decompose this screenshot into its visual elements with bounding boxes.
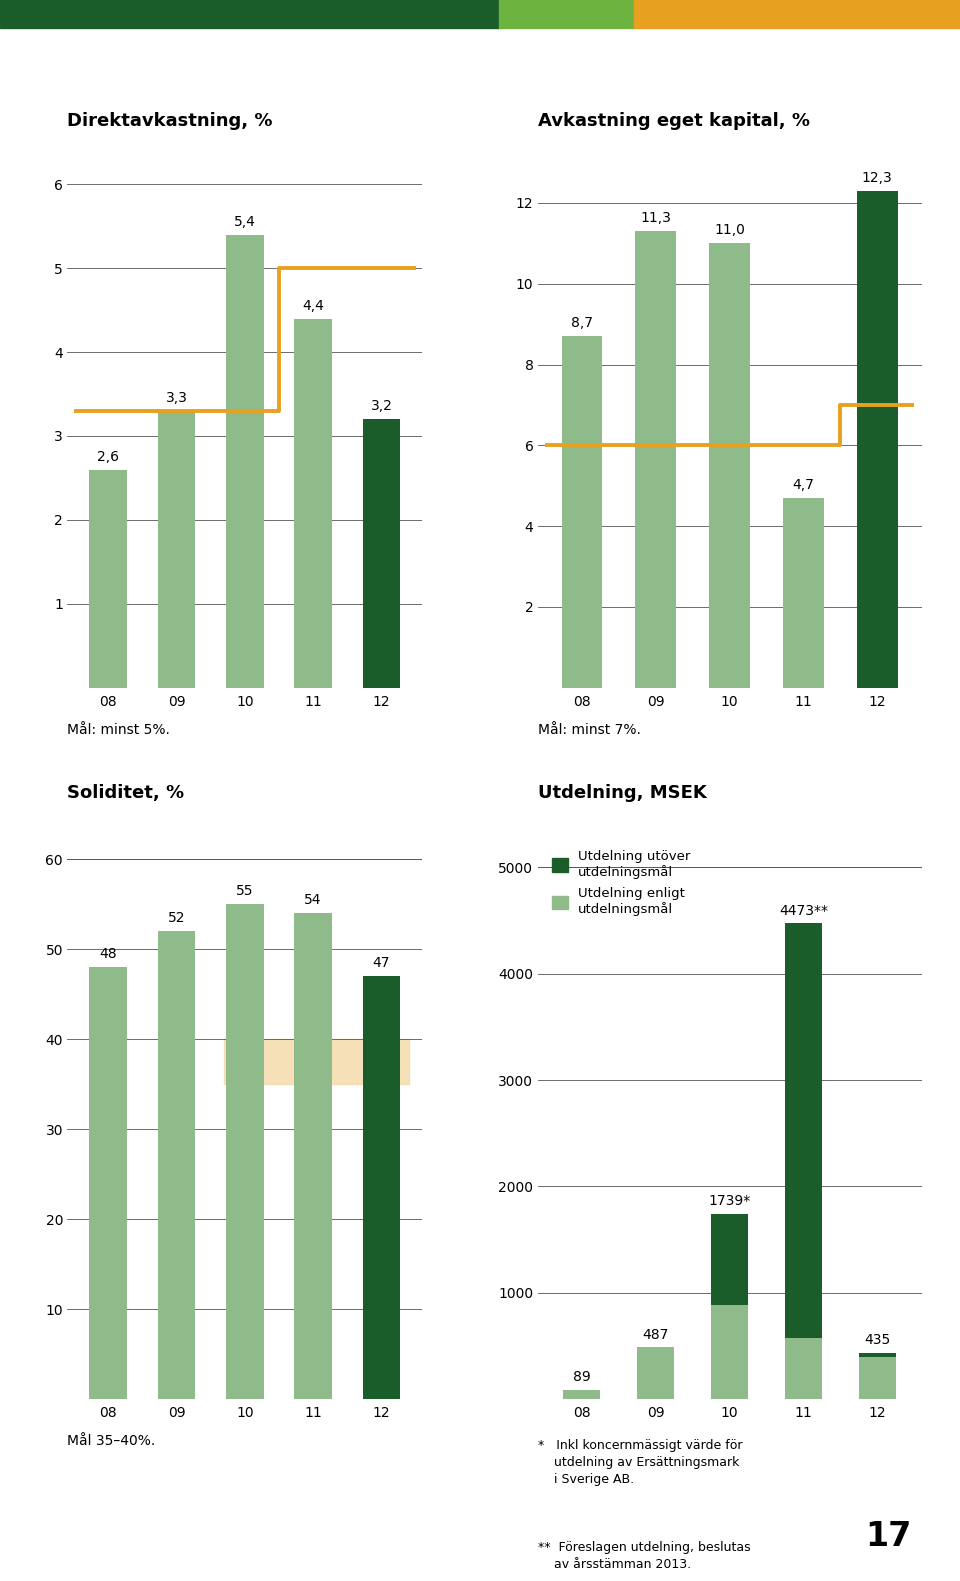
Text: Direktavkastning, %: Direktavkastning, % — [67, 112, 273, 130]
Legend: Utdelning utöver
utdelningsmål, Utdelning enligt
utdelningsmål: Utdelning utöver utdelningsmål, Utdelnin… — [552, 851, 690, 917]
Text: 5,4: 5,4 — [234, 215, 255, 229]
Bar — [562, 337, 602, 688]
Text: Mål 35–40%.: Mål 35–40%. — [67, 1434, 156, 1448]
Bar — [89, 968, 127, 1399]
Bar — [634, 0, 960, 28]
Text: 11,3: 11,3 — [640, 212, 671, 225]
Text: 8,7: 8,7 — [571, 316, 593, 330]
Text: 3,3: 3,3 — [165, 391, 187, 405]
Text: 48: 48 — [100, 947, 117, 961]
Text: 17: 17 — [865, 1519, 911, 1553]
Text: 55: 55 — [236, 884, 253, 898]
Text: 12,3: 12,3 — [862, 171, 893, 185]
Text: 47: 47 — [372, 957, 390, 969]
Bar — [363, 419, 400, 688]
Text: Mål: minst 7%.: Mål: minst 7%. — [538, 723, 640, 737]
Bar — [226, 904, 264, 1399]
Text: 89: 89 — [573, 1369, 590, 1383]
Text: 4,4: 4,4 — [302, 299, 324, 313]
Bar — [226, 234, 264, 688]
Text: 487: 487 — [642, 1328, 669, 1342]
Bar — [499, 0, 634, 28]
Bar — [636, 231, 676, 688]
Text: Mål: minst 5%.: Mål: minst 5%. — [67, 723, 170, 737]
Bar — [783, 498, 824, 688]
Bar — [89, 470, 127, 688]
Text: 4473**: 4473** — [779, 904, 828, 917]
Bar — [785, 1338, 822, 1399]
Text: Avkastning eget kapital, %: Avkastning eget kapital, % — [538, 112, 809, 130]
Bar — [859, 1353, 896, 1356]
Bar — [637, 1347, 674, 1399]
Text: 11,0: 11,0 — [714, 223, 745, 237]
Bar — [157, 931, 195, 1399]
Text: 4,7: 4,7 — [793, 477, 814, 492]
Bar — [857, 191, 898, 688]
Text: 1739*: 1739* — [708, 1194, 751, 1208]
Bar — [711, 1306, 748, 1399]
Text: *   Inkl koncernmässigt värde för
    utdelning av Ersättningsmark
    i Sverige: * Inkl koncernmässigt värde för utdelnin… — [538, 1439, 742, 1486]
Bar — [564, 1390, 600, 1399]
Text: 3,2: 3,2 — [371, 400, 393, 413]
Bar — [363, 975, 400, 1399]
Bar — [709, 243, 750, 688]
Text: Soliditet, %: Soliditet, % — [67, 784, 184, 802]
Text: 52: 52 — [168, 911, 185, 925]
Text: 2,6: 2,6 — [97, 449, 119, 463]
Bar — [295, 318, 332, 688]
Bar — [157, 411, 195, 688]
Bar — [0, 0, 499, 28]
Bar — [295, 914, 332, 1399]
Text: 54: 54 — [304, 893, 322, 907]
Bar — [785, 923, 822, 1338]
Text: 435: 435 — [864, 1333, 891, 1347]
Bar — [711, 1214, 748, 1306]
Text: Utdelning, MSEK: Utdelning, MSEK — [538, 784, 707, 802]
Bar — [859, 1356, 896, 1399]
Text: **  Föreslagen utdelning, beslutas
    av årsstämman 2013.: ** Föreslagen utdelning, beslutas av års… — [538, 1541, 750, 1572]
